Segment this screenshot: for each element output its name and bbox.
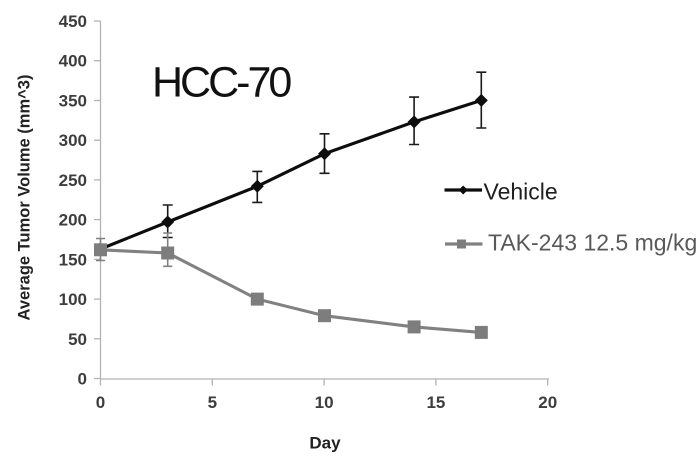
svg-text:100: 100 (59, 290, 87, 309)
svg-text:450: 450 (59, 12, 87, 31)
svg-text:300: 300 (59, 131, 87, 150)
svg-text:350: 350 (59, 92, 87, 111)
svg-text:20: 20 (538, 393, 557, 412)
svg-text:400: 400 (59, 52, 87, 71)
svg-text:Day: Day (309, 434, 341, 453)
svg-text:Vehicle: Vehicle (484, 179, 558, 205)
svg-text:HCC-70: HCC-70 (152, 59, 291, 107)
svg-text:250: 250 (59, 171, 87, 190)
svg-text:Average Tumor Volume (mm^3): Average Tumor Volume (mm^3) (16, 75, 34, 321)
svg-text:TAK-243 12.5 mg/kg: TAK-243 12.5 mg/kg (488, 230, 697, 256)
svg-text:10: 10 (315, 393, 334, 412)
svg-text:5: 5 (208, 393, 217, 412)
svg-text:15: 15 (426, 393, 445, 412)
svg-text:150: 150 (59, 250, 87, 269)
svg-text:200: 200 (59, 211, 87, 230)
svg-text:0: 0 (78, 370, 87, 389)
svg-text:0: 0 (96, 393, 105, 412)
svg-text:50: 50 (68, 330, 87, 349)
